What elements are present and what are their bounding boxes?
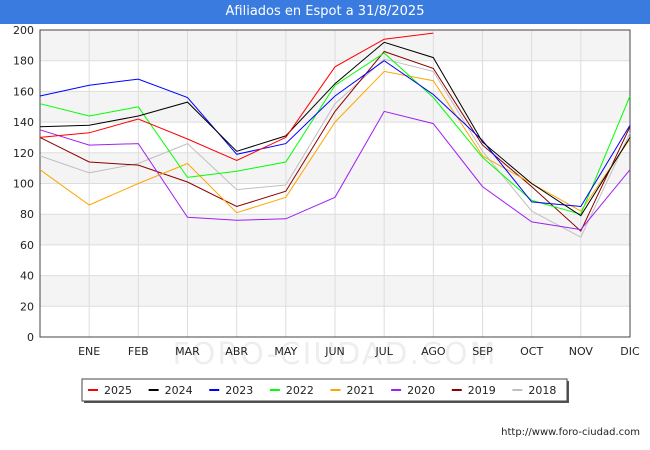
x-tick-label: MAR [175,345,200,358]
y-tick-label: 80 [20,208,34,221]
y-tick-label: 200 [13,24,34,37]
chart-title: Afiliados en Espot a 31/8/2025 [0,0,650,24]
x-tick-label: FEB [128,345,149,358]
y-tick-label: 140 [13,116,34,129]
y-tick-label: 180 [13,55,34,68]
legend-label-2022: 2022 [286,384,314,397]
legend-label-2019: 2019 [468,384,496,397]
x-tick-label: OCT [520,345,543,358]
legend-label-2021: 2021 [347,384,375,397]
legend-label-2018: 2018 [528,384,556,397]
watermark: FORO-CIUDAD.COM [173,337,498,372]
series-lines [39,32,631,238]
x-tick-label: JUN [324,345,345,358]
x-tick-label: AGO [421,345,446,358]
series-line-2025 [39,32,434,162]
legend-box [81,378,568,402]
x-tick-label: DIC [620,345,640,358]
plot-frame [39,29,631,338]
x-tick-label: MAY [274,345,297,358]
axes: 0 20 40 60 80 100 120 140 160 180 200 ENE FEB MAR ABR M… [13,24,640,358]
legend-label-2023: 2023 [225,384,253,397]
series-line-2023 [39,60,631,208]
series-line-2024 [39,41,631,217]
y-tick-label: 0 [27,331,34,344]
x-tick-label: ABR [225,345,248,358]
y-tick-label: 120 [13,147,34,160]
legend-label-2024: 2024 [165,384,193,397]
series-line-2018 [39,58,631,238]
x-tick-label: NOV [569,345,594,358]
series-line-2022 [39,52,631,215]
source-url[interactable]: http://www.foro-ciudad.com [501,427,640,438]
legend-label-2020: 2020 [407,384,435,397]
y-tick-label: 160 [13,85,34,98]
y-tick-label: 100 [13,178,34,191]
y-tick-label: 40 [20,270,34,283]
y-tick-label: 20 [20,300,34,313]
series-line-2020 [39,110,631,231]
legend: 2025 2024 2023 2022 2021 2020 2019 2018 [81,378,569,403]
legend-label-2025: 2025 [104,384,132,397]
series-line-2019 [39,50,631,232]
x-tick-label: ENE [78,345,100,358]
x-tick-label: SEP [472,345,493,358]
y-tick-label: 60 [20,239,34,252]
x-tick-label: JUL [374,345,393,358]
